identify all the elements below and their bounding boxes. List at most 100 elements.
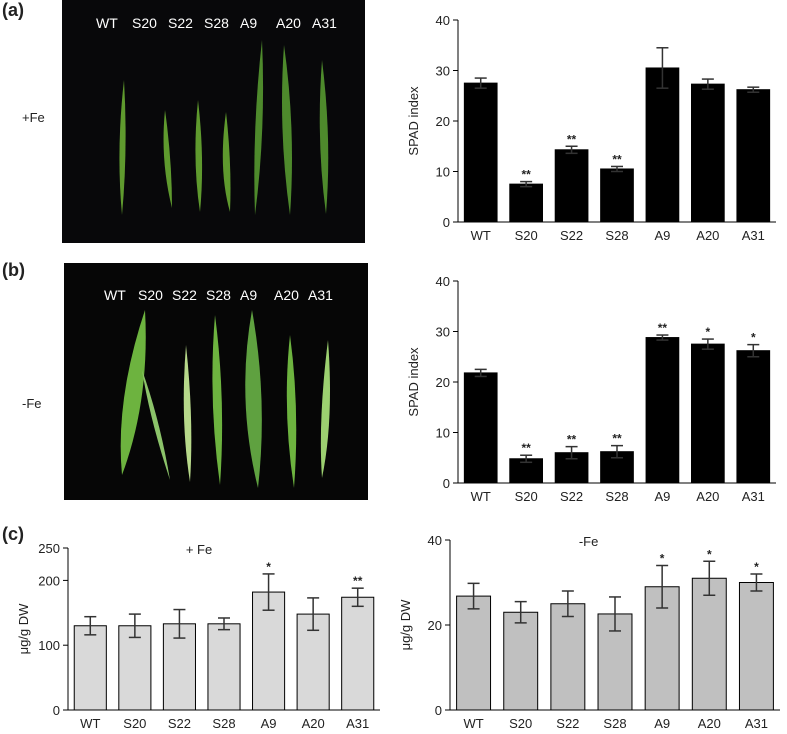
x-tick-label: WT (471, 489, 491, 504)
x-tick-label: A31 (742, 489, 765, 504)
y-tick-label: 250 (38, 541, 60, 556)
y-tick-label: 100 (38, 638, 60, 653)
photo-label: S20 (138, 287, 163, 303)
y-axis-label: μg/g DW (16, 603, 31, 655)
y-axis-label: SPAD index (406, 347, 421, 417)
bar (736, 350, 771, 484)
panel-label: (a) (2, 0, 24, 20)
photo-label: A9 (240, 287, 257, 303)
significance: * (660, 552, 665, 566)
y-tick-label: 20 (428, 618, 442, 633)
significance: ** (567, 132, 577, 146)
x-tick-label: WT (463, 716, 483, 731)
x-tick-label: S22 (560, 228, 583, 243)
condition-label: -Fe (22, 396, 42, 411)
significance: * (754, 560, 759, 574)
photo-label: WT (96, 15, 118, 31)
photo-label: S28 (206, 287, 231, 303)
photo-label: S20 (132, 15, 157, 31)
chart-title: + Fe (186, 542, 212, 557)
x-tick-label: S28 (212, 716, 235, 731)
significance: * (706, 325, 711, 339)
panel-label: (c) (2, 524, 24, 544)
x-tick-label: S20 (515, 228, 538, 243)
x-tick-label: WT (471, 228, 491, 243)
bar (207, 623, 241, 711)
bar (645, 67, 680, 223)
y-tick-label: 0 (443, 476, 450, 491)
significance: ** (658, 321, 668, 335)
y-tick-label: 40 (428, 533, 442, 548)
y-tick-label: 0 (53, 703, 60, 718)
x-tick-label: A9 (654, 716, 670, 731)
y-tick-label: 40 (436, 274, 450, 289)
y-tick-label: 20 (436, 375, 450, 390)
photo-label: A9 (240, 15, 257, 31)
x-tick-label: A20 (696, 489, 719, 504)
y-axis-label: SPAD index (406, 86, 421, 156)
bar (503, 611, 539, 711)
bar (73, 625, 107, 711)
x-tick-label: S28 (603, 716, 626, 731)
photo-label: S28 (204, 15, 229, 31)
bar (691, 343, 725, 484)
bar (691, 577, 727, 711)
bar (550, 603, 586, 711)
y-tick-label: 0 (443, 215, 450, 230)
x-tick-label: S28 (605, 489, 628, 504)
x-tick-label: S22 (556, 716, 579, 731)
x-tick-label: WT (80, 716, 100, 731)
bar (456, 595, 492, 711)
bar (341, 596, 375, 711)
significance: * (266, 560, 271, 574)
x-tick-label: S20 (509, 716, 532, 731)
significance: ** (353, 574, 363, 588)
y-tick-label: 10 (436, 165, 450, 180)
bar (118, 625, 152, 711)
x-tick-label: A20 (698, 716, 721, 731)
x-tick-label: S22 (560, 489, 583, 504)
significance: * (751, 331, 756, 345)
x-tick-label: S20 (123, 716, 146, 731)
y-tick-label: 30 (436, 325, 450, 340)
significance: * (707, 547, 712, 561)
bar (645, 337, 680, 484)
x-tick-label: A31 (742, 228, 765, 243)
leaves (120, 310, 330, 488)
photo-label: A31 (312, 15, 337, 31)
chart-title: -Fe (579, 534, 599, 549)
x-tick-label: A20 (696, 228, 719, 243)
x-tick-label: A9 (654, 228, 670, 243)
significance: ** (521, 168, 531, 182)
bar (463, 372, 498, 484)
y-tick-label: 20 (436, 114, 450, 129)
photo-label: A20 (274, 287, 299, 303)
significance: ** (612, 432, 622, 446)
significance: ** (521, 441, 531, 455)
photo-label: WT (104, 287, 126, 303)
x-tick-label: A9 (261, 716, 277, 731)
photo (62, 0, 365, 243)
panel-label: (b) (2, 260, 25, 280)
y-tick-label: 10 (436, 426, 450, 441)
significance: ** (612, 152, 622, 166)
bar (463, 82, 498, 223)
photo-label: A31 (308, 287, 333, 303)
y-tick-label: 0 (435, 703, 442, 718)
photo-label: S22 (168, 15, 193, 31)
leaves (119, 40, 329, 215)
x-tick-label: A20 (302, 716, 325, 731)
x-tick-label: A9 (654, 489, 670, 504)
bar (600, 168, 634, 223)
x-tick-label: S22 (168, 716, 191, 731)
bar (554, 149, 589, 223)
y-tick-label: 30 (436, 64, 450, 79)
y-axis-label: μg/g DW (398, 599, 413, 651)
y-tick-label: 200 (38, 573, 60, 588)
x-tick-label: A31 (346, 716, 369, 731)
photo-label: A20 (276, 15, 301, 31)
condition-label: +Fe (22, 110, 45, 125)
y-tick-label: 40 (436, 13, 450, 28)
bar (509, 183, 543, 223)
